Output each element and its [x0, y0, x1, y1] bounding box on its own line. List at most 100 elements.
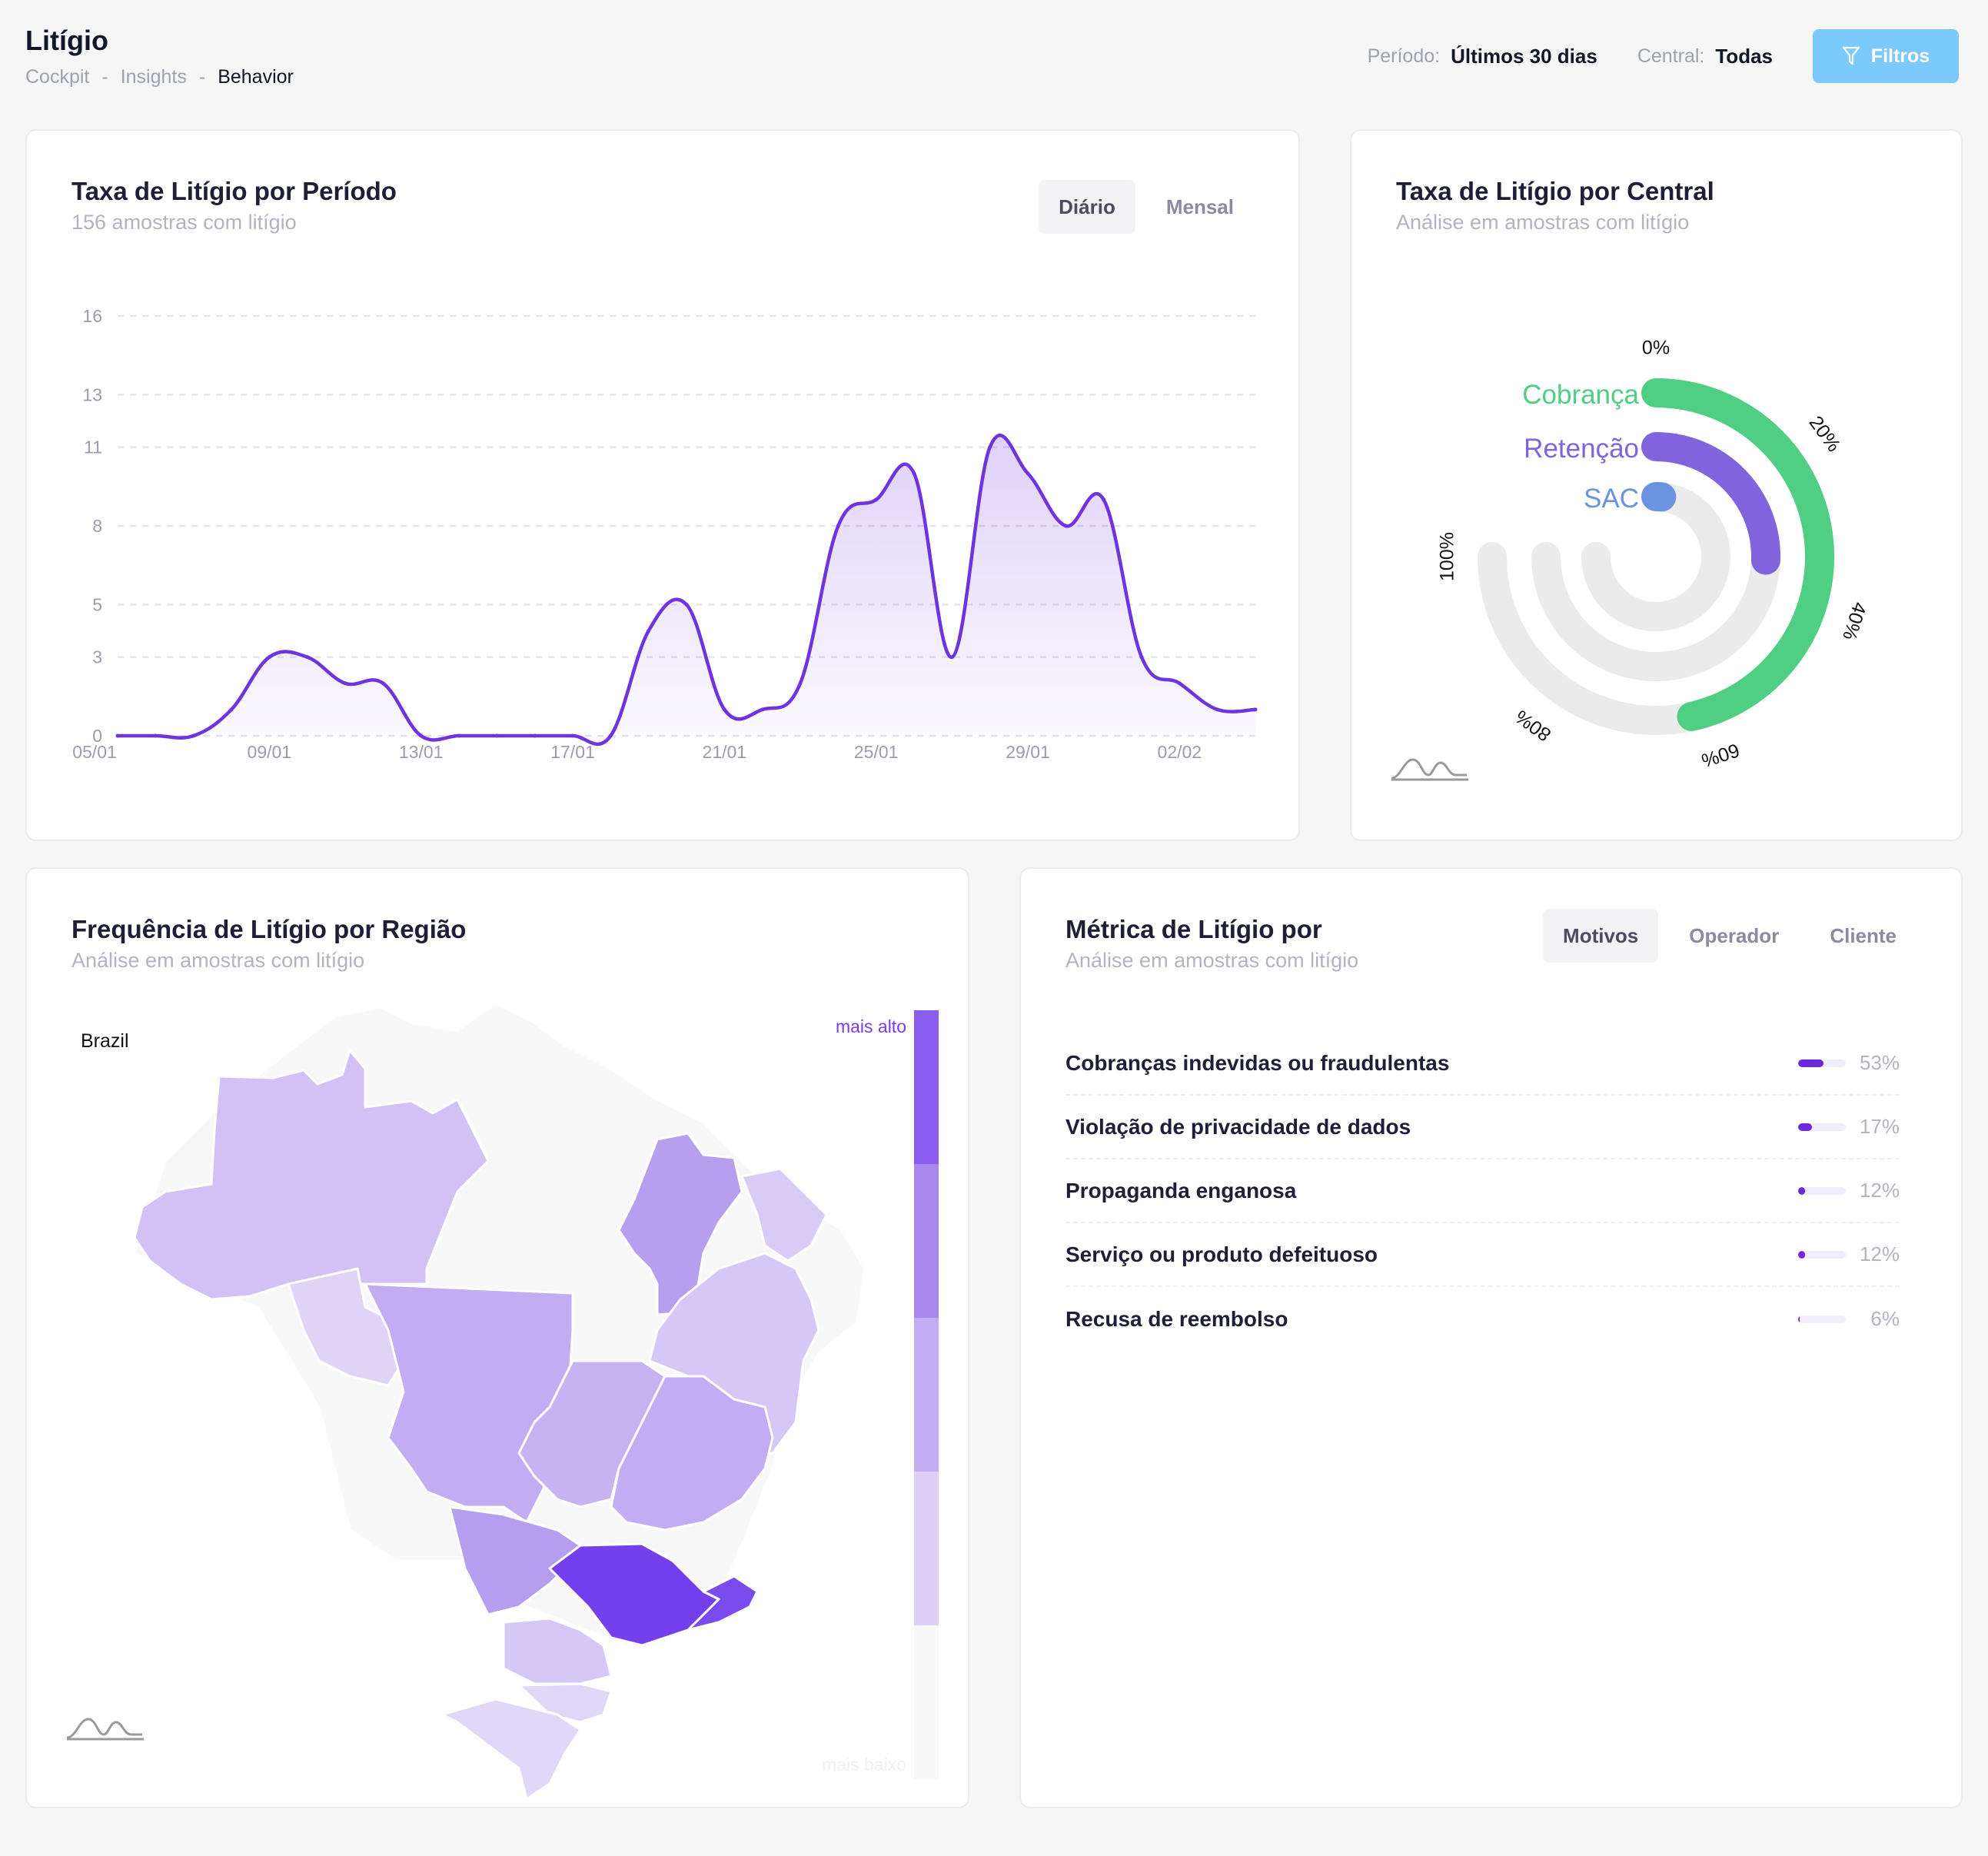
tab-diario[interactable]: Diário	[1039, 180, 1135, 234]
map-region-mato-grosso-sul[interactable]	[448, 1505, 582, 1616]
data-point[interactable]	[912, 471, 916, 476]
metric-row[interactable]: Propaganda enganosa 12%	[1065, 1159, 1900, 1223]
breadcrumb-item-insights[interactable]: Insights	[120, 66, 187, 88]
breadcrumb-item-behavior: Behavior	[218, 66, 294, 88]
data-point[interactable]	[722, 707, 726, 712]
map-region-rio-grande-do-sul[interactable]	[440, 1698, 582, 1801]
data-point[interactable]	[1253, 707, 1258, 712]
data-point[interactable]	[1026, 471, 1030, 476]
data-point[interactable]	[608, 733, 613, 738]
radial-tick-label: 0%	[1642, 338, 1670, 359]
top-filters: Período: Últimos 30 dias Central: Todas …	[1368, 29, 1959, 83]
tab-mensal[interactable]: Mensal	[1165, 195, 1234, 218]
map-region-minas-gerais[interactable]	[610, 1375, 774, 1532]
data-point[interactable]	[153, 733, 158, 738]
x-tick-label: 21/01	[703, 742, 747, 762]
map-region-acre[interactable]	[287, 1267, 405, 1387]
breadcrumb-separator: -	[101, 66, 108, 88]
chart-watermark-icon	[66, 1718, 144, 1741]
metric-row[interactable]: Violação de privacidade de dados 17%	[1065, 1096, 1900, 1159]
data-point[interactable]	[836, 524, 840, 528]
data-point[interactable]	[988, 445, 992, 450]
data-point[interactable]	[494, 733, 499, 738]
data-point[interactable]	[570, 733, 575, 738]
region-map-card: Frequência de Litígio por Região Análise…	[25, 867, 969, 1808]
data-point[interactable]	[647, 629, 651, 633]
map-region-ceara-rn[interactable]	[740, 1167, 828, 1262]
data-point[interactable]	[419, 733, 424, 738]
period-chart-subtitle: 156 amostras com litígio	[71, 211, 297, 234]
x-tick-label: 13/01	[399, 742, 444, 762]
data-point[interactable]	[267, 655, 271, 660]
data-point[interactable]	[305, 655, 310, 660]
x-tick-label: 17/01	[550, 742, 595, 762]
data-point[interactable]	[1177, 681, 1182, 686]
data-point[interactable]	[760, 707, 765, 712]
radial-tick-label: 100%	[1437, 532, 1458, 581]
data-point[interactable]	[1102, 497, 1106, 502]
data-point[interactable]	[457, 733, 461, 738]
x-tick-label: 29/01	[1006, 742, 1050, 762]
breadcrumb-item-cockpit[interactable]: Cockpit	[25, 66, 90, 88]
metric-row-percent: 12%	[1859, 1242, 1900, 1266]
map-region-amazonas[interactable]	[133, 1049, 490, 1301]
data-point[interactable]	[874, 497, 879, 502]
radial-bar-retenção[interactable]	[1641, 432, 1780, 575]
data-point[interactable]	[381, 681, 385, 686]
y-tick-label: 5	[92, 594, 102, 614]
legend-scale-step	[914, 1318, 939, 1472]
legend-scale-step	[914, 1625, 939, 1779]
radial-bar-cobrança[interactable]	[1641, 378, 1834, 731]
data-point[interactable]	[684, 602, 689, 607]
metric-row[interactable]: Cobranças indevidas ou fraudulentas 53%	[1065, 1032, 1900, 1096]
data-point[interactable]	[343, 681, 347, 686]
map-region-bahia-nordeste[interactable]	[648, 1252, 820, 1455]
radial-tick-label: 20%	[1805, 412, 1845, 456]
period-selector[interactable]: Últimos 30 dias	[1451, 44, 1597, 68]
data-point[interactable]	[533, 733, 537, 738]
breadcrumb-separator: -	[198, 66, 206, 88]
map-region-rio-de-janeiro[interactable]	[686, 1575, 759, 1631]
data-point[interactable]	[1063, 524, 1068, 528]
central-selector[interactable]: Todas	[1715, 44, 1773, 68]
period-chart-title: Taxa de Litígio por Período	[71, 177, 397, 205]
map-region-sao-paulo[interactable]	[548, 1542, 720, 1647]
series-area	[118, 435, 1255, 744]
data-point[interactable]	[191, 733, 196, 738]
period-tabs: Diário Mensal	[1039, 180, 1254, 234]
legend-scale-step	[914, 1010, 939, 1164]
data-point[interactable]	[798, 681, 803, 686]
data-point[interactable]	[115, 733, 120, 738]
data-point[interactable]	[1139, 655, 1144, 660]
metric-card: Métrica de Litígio por Análise em amostr…	[1019, 867, 1963, 1808]
data-point[interactable]	[949, 655, 954, 660]
central-chart-title: Taxa de Litígio por Central	[1396, 177, 1714, 205]
page-title: Litígio	[25, 25, 108, 56]
legend-high-label: mais alto	[835, 1016, 906, 1036]
metric-row[interactable]: Serviço ou produto defeituoso 12%	[1065, 1223, 1900, 1287]
central-radial-chart: Cobrança Retenção SAC 0% 20% 40% 60% 80% 100%	[1437, 338, 1871, 772]
legend-low-label: mais baixo	[822, 1755, 906, 1775]
radial-label: Cobrança	[1522, 380, 1639, 410]
tab-cliente[interactable]: Cliente	[1830, 923, 1897, 947]
metric-tabs: Motivos Operador Cliente	[1543, 909, 1917, 963]
tab-motivos[interactable]: Motivos	[1543, 909, 1659, 963]
tab-operador[interactable]: Operador	[1689, 923, 1780, 947]
metric-row[interactable]: Recusa de reembolso 6%	[1065, 1287, 1900, 1351]
map-region-rondonia-mato-grosso[interactable]	[364, 1282, 574, 1524]
filters-button[interactable]: Filtros	[1813, 29, 1959, 83]
radial-track	[1581, 482, 1730, 631]
radial-label: SAC	[1584, 484, 1639, 514]
legend-color-scale	[914, 1010, 939, 1779]
metric-row-label: Recusa de reembolso	[1065, 1306, 1288, 1331]
breadcrumb: Cockpit - Insights - Behavior	[25, 66, 294, 88]
radial-tick-label: 40%	[1838, 600, 1870, 643]
radial-tick-label: 60%	[1699, 739, 1742, 771]
brazil-map	[133, 1002, 866, 1801]
data-point[interactable]	[229, 707, 234, 712]
metric-row-label: Cobranças indevidas ou fraudulentas	[1065, 1050, 1450, 1075]
map-region-parana[interactable]	[502, 1617, 613, 1685]
period-chart-card: Taxa de Litígio por Período 156 amostras…	[25, 129, 1300, 841]
metric-row-percent: 6%	[1870, 1307, 1900, 1330]
data-point[interactable]	[1215, 707, 1220, 712]
